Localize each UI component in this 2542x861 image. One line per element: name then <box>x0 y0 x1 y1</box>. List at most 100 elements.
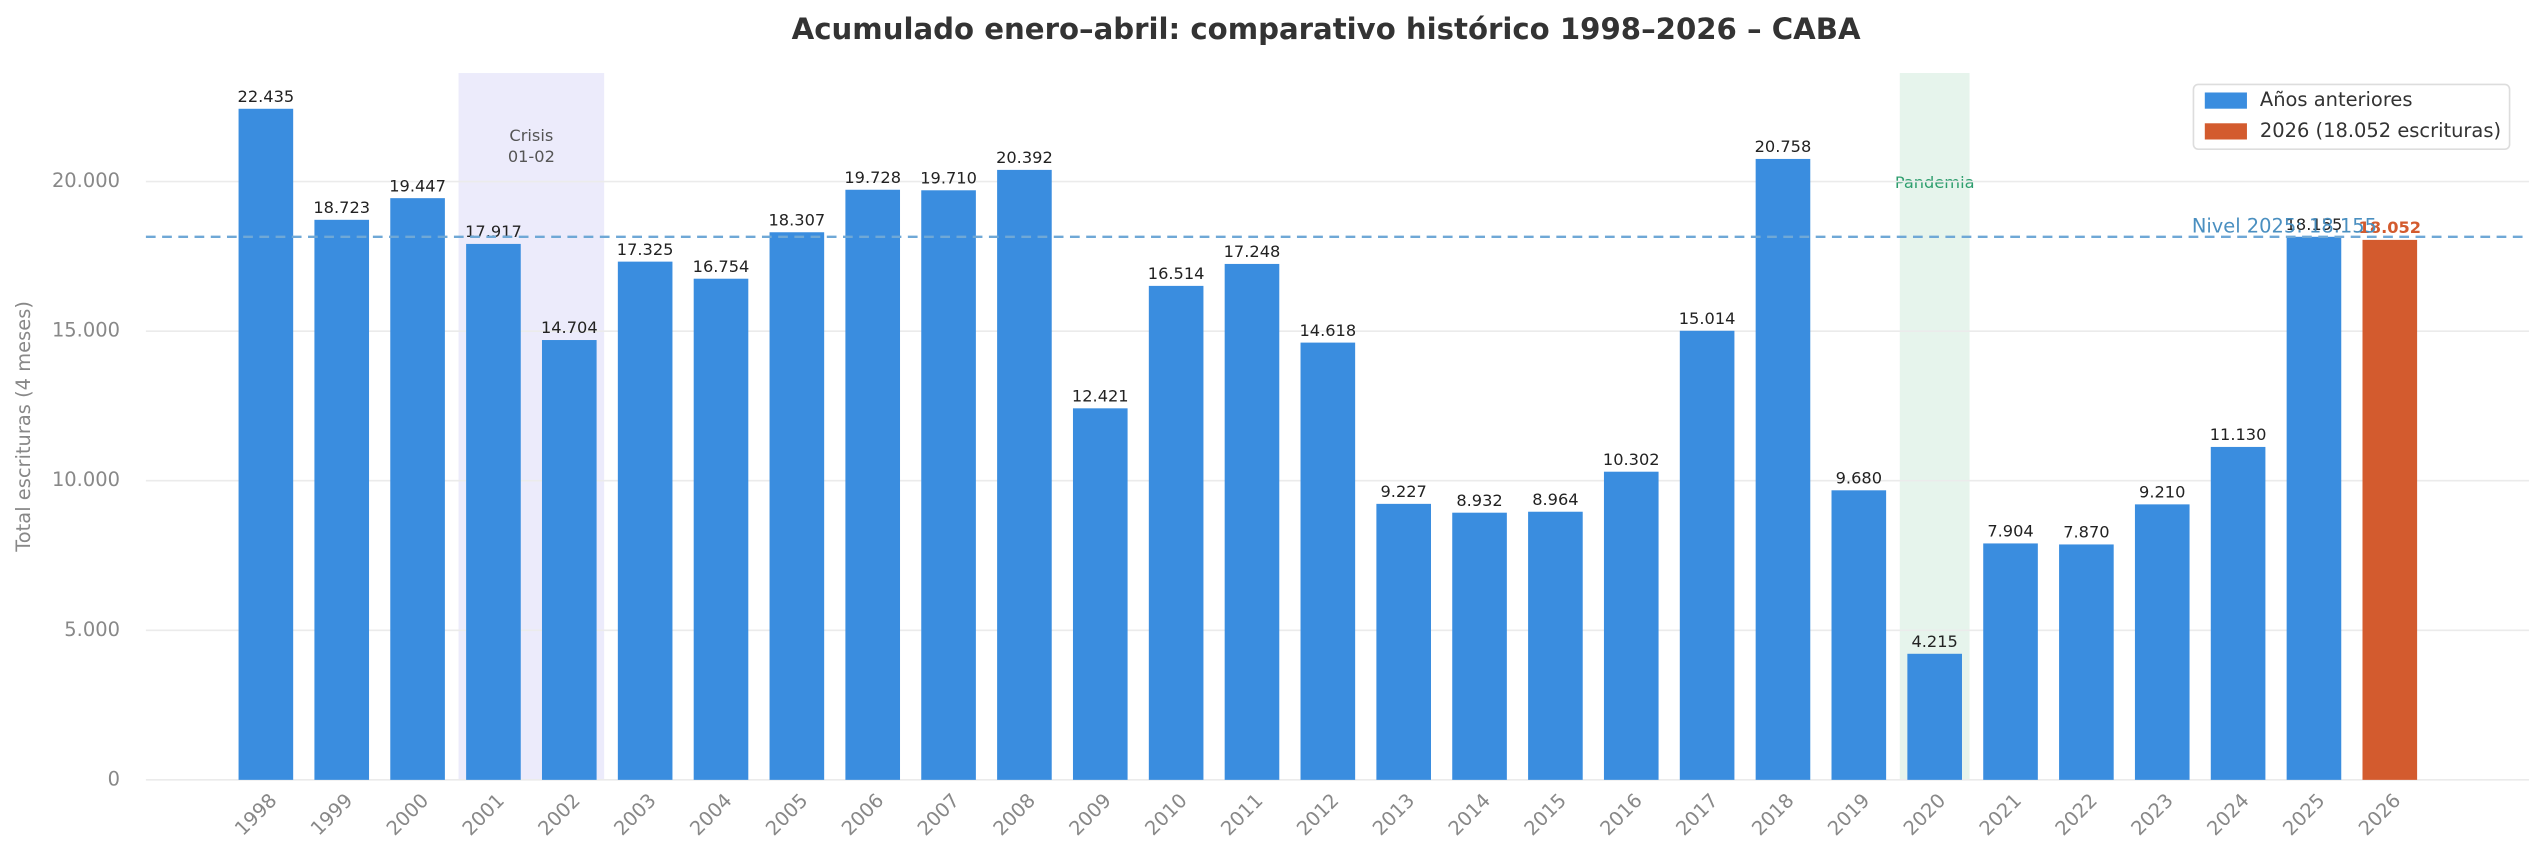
x-tick-label: 2000 <box>382 789 433 840</box>
y-tick-label: 0 <box>108 767 120 790</box>
bar <box>541 340 597 780</box>
value-label: 17.248 <box>1224 242 1281 261</box>
x-tick-label: 2013 <box>1368 789 1419 840</box>
bar <box>1300 342 1356 780</box>
x-tick-label: 1999 <box>306 789 357 840</box>
bar <box>1224 263 1280 780</box>
bar <box>1072 408 1128 780</box>
value-label: 18.723 <box>313 198 370 217</box>
x-tick-label: 2008 <box>989 789 1040 840</box>
bar <box>2286 236 2342 780</box>
value-label: 8.932 <box>1456 491 1502 510</box>
bar <box>1528 511 1583 780</box>
x-tick-label: 2004 <box>685 789 736 840</box>
x-tick-label: 2003 <box>609 789 660 840</box>
y-axis-label: Total escrituras (4 meses) <box>12 301 35 553</box>
bar <box>390 198 445 780</box>
value-label: 4.215 <box>1911 632 1957 651</box>
legend-swatch <box>2204 92 2247 109</box>
bar <box>238 108 294 780</box>
legend-label: Años anteriores <box>2260 88 2413 111</box>
x-tick-label: 2001 <box>458 789 509 840</box>
value-label: 17.325 <box>617 240 674 259</box>
value-label: 9.680 <box>1836 468 1882 487</box>
value-label: 18.307 <box>769 210 826 229</box>
legend-box <box>2192 83 2511 151</box>
bar <box>617 261 673 780</box>
bar <box>1148 285 1204 780</box>
bar <box>466 243 521 780</box>
x-tick-label: 2009 <box>1065 789 1116 840</box>
value-label: 15.014 <box>1679 309 1736 328</box>
x-tick-label: 2015 <box>1520 789 1571 840</box>
bar <box>845 189 901 780</box>
reference-label: Nivel 2025: 18.155 <box>2192 215 2377 238</box>
value-label: 20.758 <box>1755 137 1812 156</box>
bar <box>921 190 976 780</box>
bar <box>997 169 1052 780</box>
x-tick-label: 2023 <box>2127 789 2178 840</box>
x-tick-label: 2022 <box>2051 789 2102 840</box>
value-label: 19.728 <box>844 168 901 187</box>
chart-title: Acumulado enero–abril: comparativo histó… <box>792 12 1861 46</box>
bar <box>769 232 825 780</box>
y-tick-label: 15.000 <box>52 319 120 342</box>
bar <box>1603 471 1659 780</box>
x-tick-label: 2010 <box>1140 789 1191 840</box>
value-label: 7.904 <box>1987 522 2033 541</box>
x-tick-label: 2012 <box>1292 789 1343 840</box>
x-tick-label: 2020 <box>1899 789 1950 840</box>
x-tick-label: 2014 <box>1444 789 1495 840</box>
bar <box>1907 653 1962 780</box>
bar <box>1755 158 1811 780</box>
x-tick-label: 2024 <box>2202 789 2253 840</box>
bar <box>1831 490 1887 780</box>
bar <box>1983 543 2038 780</box>
value-label: 16.754 <box>693 257 750 276</box>
value-label: 11.130 <box>2210 425 2267 444</box>
bar <box>314 219 370 780</box>
value-label: 18.155 <box>2286 215 2343 234</box>
x-tick-label: 2019 <box>1823 789 1874 840</box>
value-label: 20.392 <box>996 148 1053 167</box>
value-label: 9.227 <box>1380 482 1426 501</box>
bar <box>2134 504 2190 780</box>
value-label: 9.210 <box>2139 483 2185 502</box>
bar <box>2210 446 2266 780</box>
x-tick-label: 1998 <box>230 789 281 840</box>
x-tick-label: 2007 <box>913 789 964 840</box>
value-label: 19.447 <box>389 176 446 195</box>
x-tick-label: 2011 <box>1216 789 1267 840</box>
x-tick-label: 2025 <box>2278 789 2329 840</box>
value-label: 22.435 <box>238 87 295 106</box>
value-label: 8.964 <box>1532 490 1578 509</box>
value-label: 18.052 <box>2359 218 2422 237</box>
x-tick-label: 2026 <box>2354 789 2405 840</box>
value-label: 17.917 <box>465 222 522 241</box>
x-tick-label: 2017 <box>1671 789 1722 840</box>
x-tick-label: 2018 <box>1747 789 1798 840</box>
value-label: 14.704 <box>541 318 598 337</box>
y-tick-label: 5.000 <box>64 618 120 641</box>
legend-label: 2026 (18.052 escrituras) <box>2260 119 2501 142</box>
legend-swatch <box>2204 123 2247 140</box>
bar <box>1452 512 1507 780</box>
value-label: 10.302 <box>1603 450 1660 469</box>
x-tick-label: 2002 <box>534 789 585 840</box>
x-tick-label: 2016 <box>1596 789 1647 840</box>
bar <box>693 278 749 780</box>
value-label: 14.618 <box>1299 321 1356 340</box>
x-tick-label: 2005 <box>761 789 812 840</box>
span-label: Crisis <box>509 126 553 145</box>
bar <box>1376 503 1432 780</box>
value-label: 12.421 <box>1072 386 1129 405</box>
span-label: 01-02 <box>508 147 555 166</box>
bar <box>2059 544 2114 780</box>
value-label: 19.710 <box>920 168 977 187</box>
y-tick-label: 20.000 <box>52 169 120 192</box>
value-label: 16.514 <box>1148 264 1205 283</box>
bar <box>2362 239 2418 780</box>
y-tick-label: 10.000 <box>52 468 120 491</box>
